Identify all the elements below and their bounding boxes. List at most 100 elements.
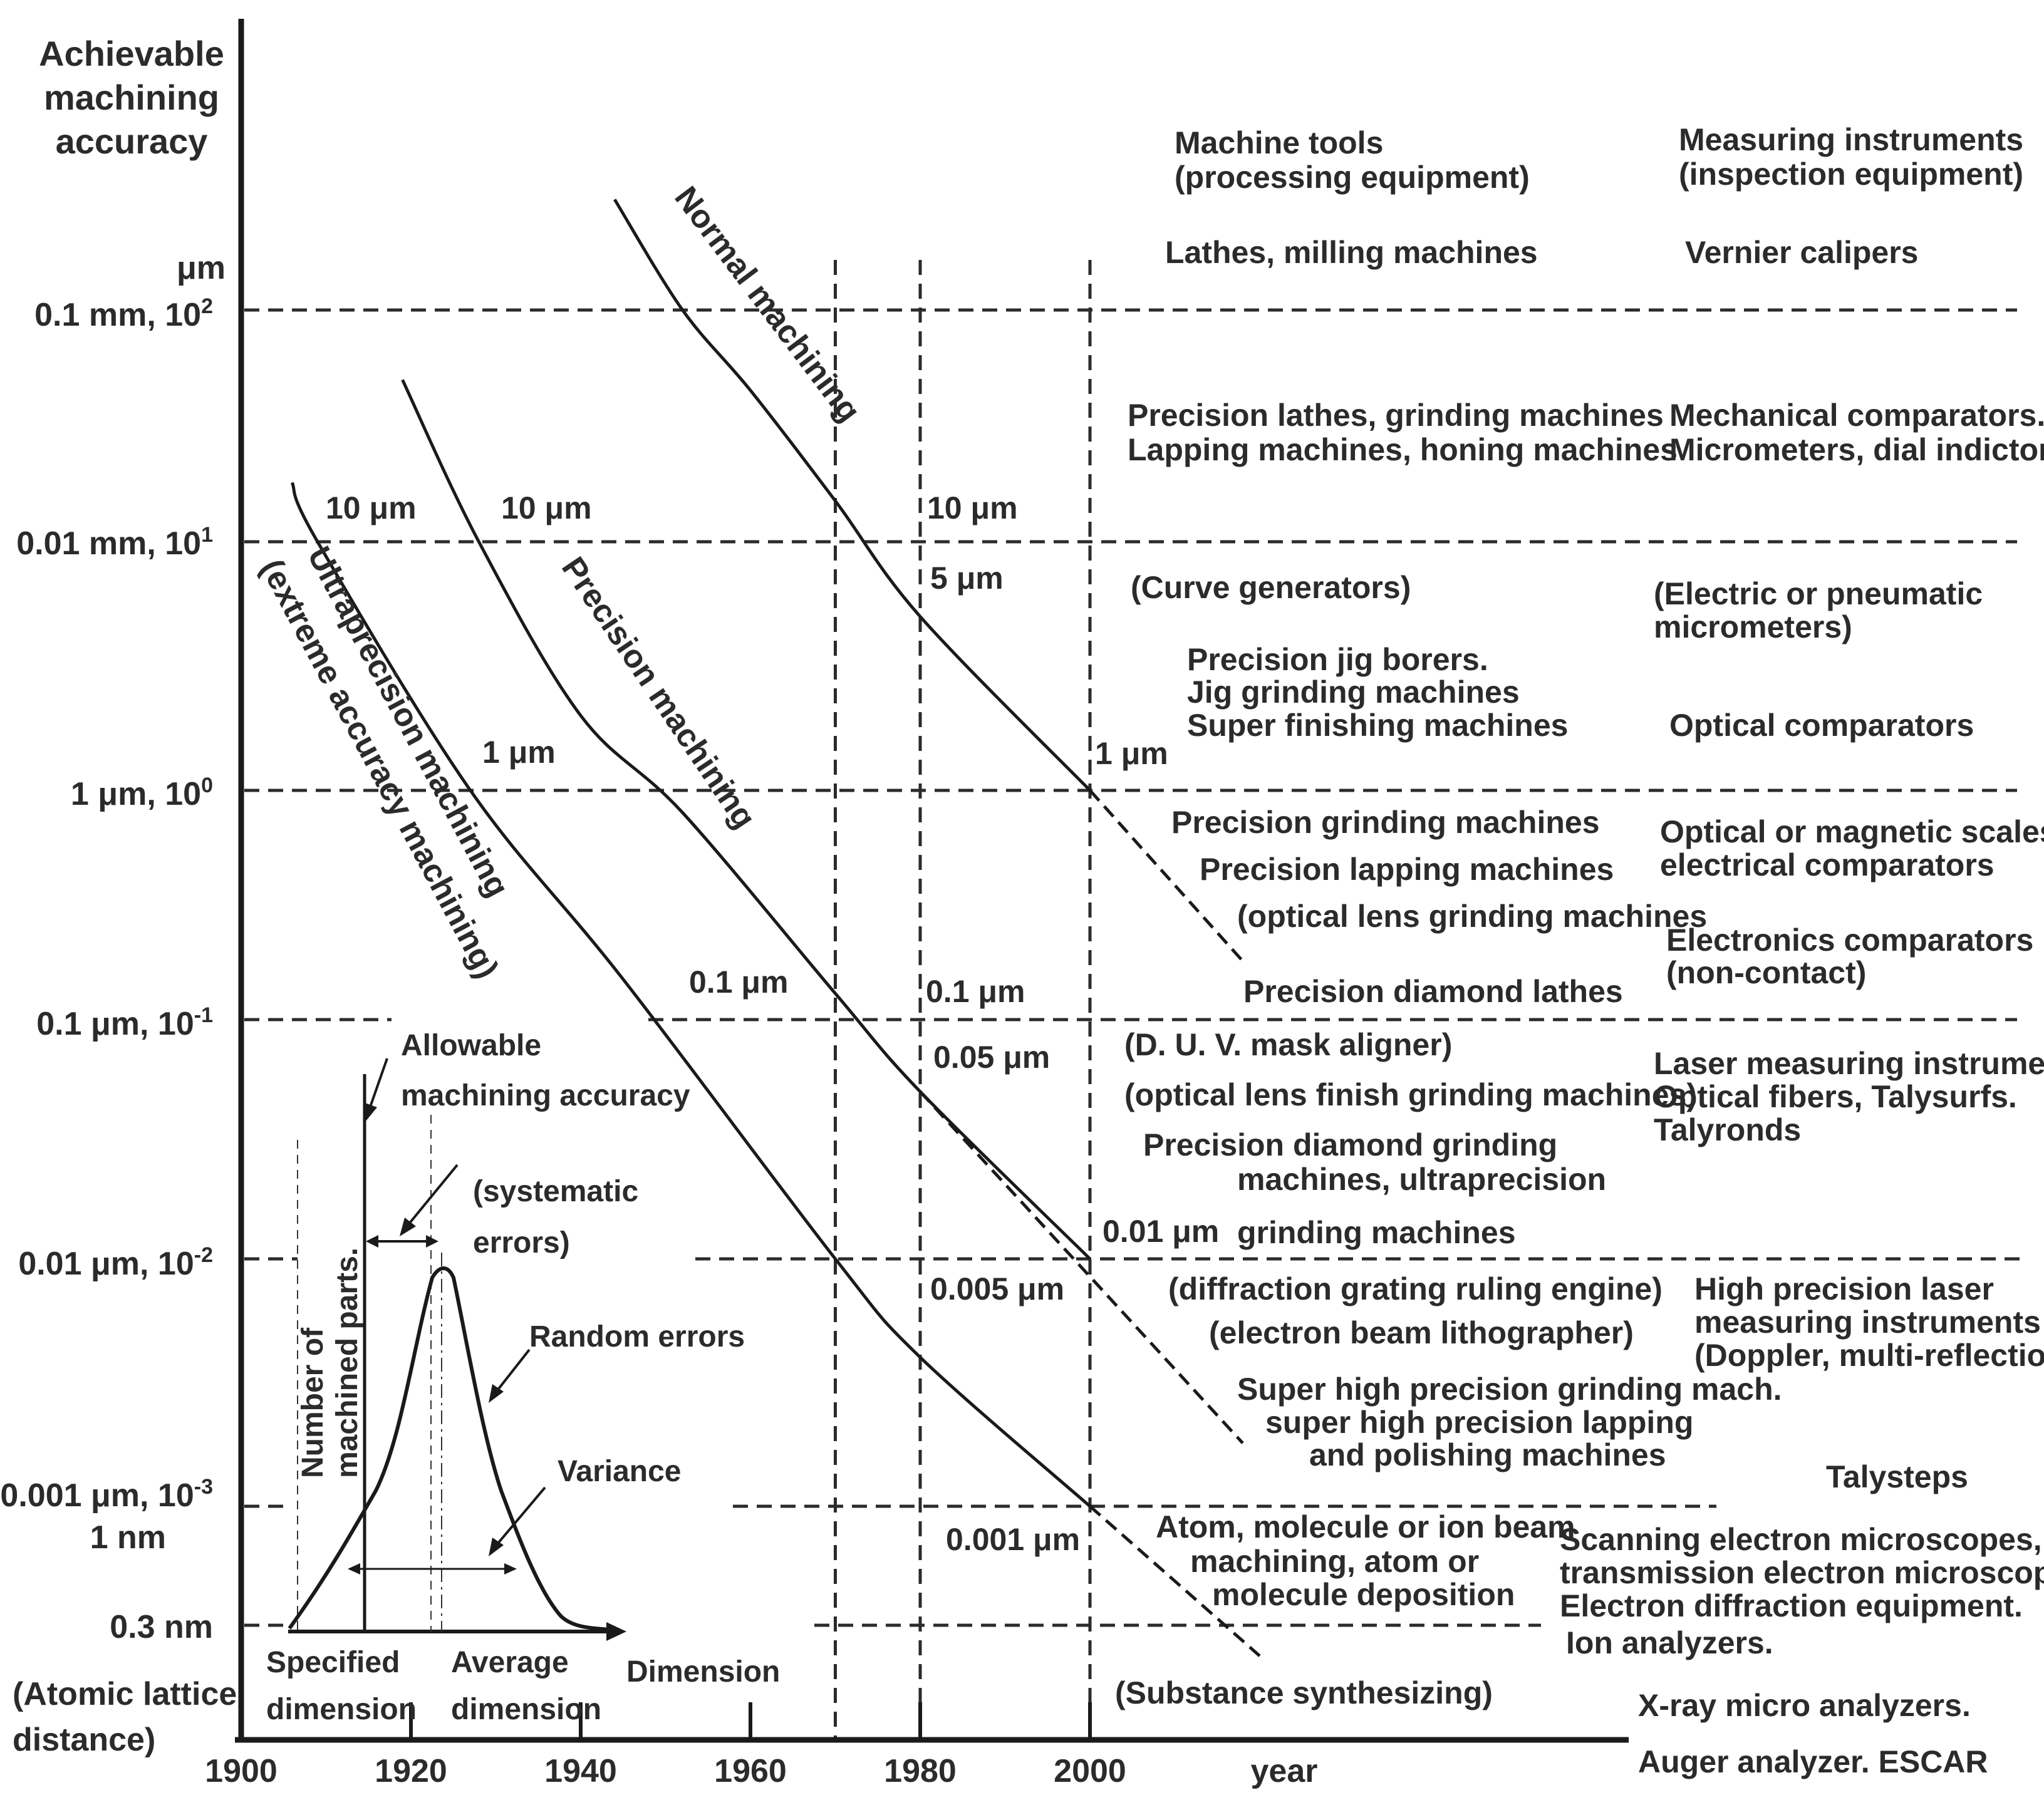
- instrument-item: Mechanical comparators.: [1669, 398, 2044, 433]
- random-pointer-head: [489, 1384, 504, 1403]
- atomic-lattice-label-2: distance): [13, 1722, 155, 1758]
- instrument-item: Micrometers, dial indictors: [1669, 432, 2044, 467]
- machine-tool-item: super high precision lapping: [1265, 1405, 1693, 1440]
- y-tick-label-nm: 1 nm: [90, 1519, 166, 1556]
- instrument-item: electrical comparators: [1660, 847, 1995, 882]
- machine-tool-item: machining, atom or: [1190, 1544, 1479, 1579]
- machine-tool-item: Precision jig borers.: [1187, 642, 1488, 677]
- instrument-item: Laser measuring instruments: [1654, 1046, 2044, 1081]
- instrument-item: Talysteps: [1826, 1459, 1968, 1494]
- x-tick-label: 1960: [714, 1753, 787, 1789]
- precision-machining-label: Precision machining: [554, 551, 762, 835]
- machine-tool-item: Precision diamond lathes: [1243, 974, 1623, 1009]
- machine-tool-item: (optical lens finish grinding machines): [1124, 1077, 1697, 1112]
- annotation: 0.05 μm: [933, 1040, 1050, 1075]
- machine-tool-item: Precision lathes, grinding machines: [1128, 398, 1664, 433]
- measuring-header: Measuring instruments: [1679, 122, 2023, 157]
- y-tick-label: 0.1 mm, 102: [34, 294, 213, 333]
- instrument-item: High precision laser: [1694, 1271, 1994, 1306]
- allowable-label: Allowable: [401, 1029, 541, 1062]
- machine-tools-header: (processing equipment): [1175, 160, 1530, 195]
- allowable-pointer: [368, 1058, 388, 1109]
- variance-arrowhead-right: [504, 1563, 517, 1575]
- x-tick-label: 1980: [884, 1753, 957, 1789]
- instrument-item: Auger analyzer. ESCAR: [1638, 1744, 1988, 1779]
- y-title-line-2: machining: [44, 78, 219, 117]
- annotation: 0.1 μm: [689, 965, 788, 1000]
- machine-tool-item: grinding machines: [1237, 1215, 1516, 1250]
- x-tick-label: 2000: [1054, 1753, 1126, 1789]
- average-dimension-label: dimension: [451, 1693, 601, 1726]
- instrument-item: measuring instruments: [1694, 1305, 2041, 1340]
- instrument-item: transmission electron microscopes.: [1560, 1555, 2044, 1590]
- variance-pointer-head: [489, 1538, 504, 1556]
- systematic-error-arrowhead-left: [366, 1235, 378, 1248]
- allowable-pointer-head: [363, 1102, 377, 1121]
- machine-tools-column: Machine tools (processing equipment) Lat…: [1115, 125, 1782, 1710]
- series-extrapolation: [1089, 789, 1244, 963]
- machine-tool-item: and polishing machines: [1309, 1437, 1666, 1472]
- instrument-item: (Electric or pneumatic: [1654, 576, 1983, 611]
- y-tick-label: 0.01 mm, 101: [16, 523, 213, 562]
- machine-tool-item: molecule deposition: [1212, 1577, 1515, 1612]
- series-extrapolation: [1089, 1505, 1261, 1657]
- specified-dimension-label: Specified: [266, 1646, 400, 1679]
- instrument-item: (Doppler, multi-reflection): [1694, 1338, 2044, 1373]
- instrument-item: Optical comparators: [1669, 708, 1974, 743]
- annotation: 10 μm: [927, 490, 1018, 525]
- measuring-instruments-column: Measuring instruments (inspection equipm…: [1560, 122, 2044, 1779]
- random-pointer: [494, 1348, 531, 1395]
- y-tick-label: 1 μm, 100: [71, 773, 213, 812]
- instrument-item: Electron diffraction equipment.: [1560, 1588, 2023, 1623]
- normal-machining-label: Normal machining: [667, 180, 867, 428]
- y-tick-label: 0.3 nm: [110, 1609, 213, 1645]
- annotation: 0.001 μm: [946, 1522, 1080, 1557]
- inset-x-arrowhead: [606, 1622, 626, 1641]
- machine-tool-item: Precision diamond grinding: [1143, 1127, 1557, 1162]
- machine-tool-item: (Curve generators): [1131, 570, 1411, 605]
- machine-tool-item: (Substance synthesizing): [1115, 1675, 1493, 1710]
- series-line: [613, 199, 1091, 792]
- inset-ylabel-1: Number of: [296, 1327, 329, 1478]
- machine-tool-item: Precision grinding machines: [1171, 805, 1600, 840]
- x-tick-label: 1940: [544, 1753, 617, 1789]
- y-title-line-1: Achievable: [39, 34, 224, 73]
- systematic-label: errors): [473, 1226, 570, 1259]
- instrument-item: Scanning electron microscopes,: [1560, 1522, 2042, 1557]
- machine-tool-item: (electron beam lithographer): [1209, 1315, 1634, 1350]
- machine-tool-item: (D. U. V. mask aligner): [1124, 1027, 1452, 1062]
- instrument-item: Electronics comparators: [1666, 923, 2033, 958]
- annotation: 10 μm: [501, 490, 592, 525]
- dimension-axis-label: Dimension: [626, 1655, 780, 1689]
- annotation: 1 μm: [482, 735, 556, 770]
- variance-pointer: [494, 1486, 546, 1548]
- annotation: 1 μm: [1095, 736, 1168, 771]
- instrument-item: Vernier calipers: [1685, 235, 1918, 270]
- y-unit: μm: [177, 250, 226, 286]
- machine-tool-item: Super high precision grinding mach.: [1237, 1372, 1782, 1407]
- atomic-lattice-label-1: (Atomic lattice: [13, 1676, 237, 1712]
- instrument-item: Optical fibers, Talysurfs.: [1654, 1079, 2017, 1114]
- y-title-line-3: accuracy: [56, 122, 208, 161]
- annotation: 0.1 μm: [926, 974, 1025, 1009]
- machine-tool-item: Lathes, milling machines: [1165, 235, 1538, 270]
- random-errors-label: Random errors: [529, 1320, 745, 1353]
- series-curves: [290, 199, 1261, 1657]
- machine-tool-item: machines, ultraprecision: [1237, 1162, 1606, 1197]
- y-tick-label: 0.1 μm, 10-1: [36, 1003, 213, 1042]
- machine-tool-item: (diffraction grating ruling engine): [1168, 1271, 1663, 1306]
- annotation: 5 μm: [930, 561, 1004, 596]
- systematic-pointer: [405, 1164, 459, 1229]
- machine-tool-item: Atom, molecule or ion beam: [1156, 1509, 1575, 1544]
- y-tick-label: 0.001 μm, 10-3: [0, 1475, 213, 1514]
- annotation: 0.005 μm: [930, 1271, 1064, 1306]
- x-axis-title: year: [1251, 1753, 1318, 1789]
- measuring-header: (inspection equipment): [1679, 157, 2023, 192]
- instrument-item: Talyronds: [1654, 1112, 1801, 1147]
- x-tick-label: 1920: [375, 1753, 447, 1789]
- value-annotations: 10 μm 10 μm 10 μm 5 μm 1 μm 1 μm 0.1 μm …: [326, 490, 1219, 1557]
- series-extrapolation: [919, 1090, 1244, 1444]
- systematic-error-arrowhead-right: [426, 1235, 438, 1248]
- x-ticks: 1900 1920 1940 1960 1980 2000: [205, 1702, 1126, 1789]
- systematic-label: (systematic: [473, 1175, 638, 1208]
